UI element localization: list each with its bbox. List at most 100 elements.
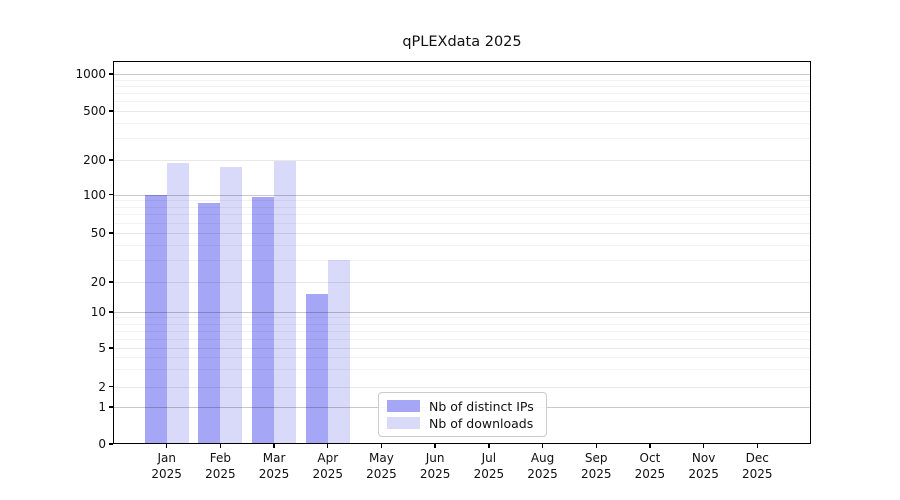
x-tick-month: Feb <box>209 451 231 465</box>
x-tick-month: Dec <box>745 451 769 465</box>
y-tick-label: 100 <box>83 187 106 202</box>
gridline-minor <box>113 122 811 124</box>
y-tick-label: 0 <box>98 437 106 451</box>
x-tick-month: May <box>369 451 394 465</box>
gridline-minor <box>113 222 811 224</box>
y-tick-mark <box>109 311 113 313</box>
y-tick-label: 500 <box>83 104 106 118</box>
x-tick-month: Nov <box>691 451 716 465</box>
x-tick-mark <box>327 444 329 448</box>
x-tick-year: 2025 <box>366 466 397 481</box>
gridline-100 <box>113 194 811 196</box>
x-tick-label: Jun 2025 <box>407 451 463 482</box>
x-tick-year: 2025 <box>473 466 505 481</box>
gridline-minor <box>113 79 811 81</box>
x-tick-mark <box>541 444 544 448</box>
bar-distinct-ips-jan <box>144 194 167 444</box>
gridline-2 <box>113 386 811 388</box>
y-tick-mark <box>109 406 113 408</box>
legend-swatch-distinct-ips <box>387 400 420 412</box>
x-tick-label: Dec 2025 <box>729 451 785 482</box>
x-tick-year: 2025 <box>688 466 719 481</box>
y-tick-mark <box>109 193 113 196</box>
x-tick-mark <box>273 444 275 448</box>
gridline-200 <box>113 160 811 161</box>
y-tick-label: 2 <box>98 379 106 394</box>
x-tick-mark <box>219 444 222 448</box>
gridline-20 <box>113 282 811 283</box>
y-tick-mark <box>109 159 113 161</box>
gridline-minor <box>113 357 811 359</box>
y-tick-label: 1 <box>98 400 106 414</box>
x-tick-label: May 2025 <box>353 451 409 482</box>
gridline-500 <box>113 111 811 112</box>
gridline-minor <box>113 330 811 332</box>
gridline-1000 <box>113 74 811 75</box>
gridline-50 <box>113 233 811 234</box>
bar-downloads-mar <box>274 161 297 444</box>
x-tick-year: 2025 <box>151 466 182 481</box>
y-tick-label: 10 <box>90 305 106 319</box>
x-tick-year: 2025 <box>634 466 666 481</box>
legend-label-downloads: Nb of downloads <box>429 415 534 431</box>
gridline-minor <box>113 244 811 246</box>
bar-distinct-ips-mar <box>252 197 275 444</box>
x-tick-label: Sep 2025 <box>568 451 624 482</box>
bar-downloads-feb <box>220 167 243 444</box>
y-tick-mark <box>109 232 113 234</box>
x-tick-month: Sep <box>584 451 608 465</box>
x-tick-mark <box>756 444 758 448</box>
gridline-10 <box>113 312 811 313</box>
x-tick-year: 2025 <box>580 466 612 481</box>
x-tick-year: 2025 <box>312 466 344 481</box>
y-tick-mark <box>109 443 113 445</box>
x-tick-label: Feb 2025 <box>192 451 248 482</box>
legend-label-distinct-ips: Nb of distinct IPs <box>429 398 534 414</box>
x-tick-label: Apr 2025 <box>300 451 356 482</box>
y-tick-mark <box>109 347 113 349</box>
x-tick-mark <box>702 444 705 448</box>
x-tick-year: 2025 <box>742 466 773 481</box>
gridline-5 <box>113 348 811 349</box>
gridline-minor <box>113 206 811 208</box>
y-tick-mark <box>109 73 113 75</box>
legend: Nb of distinct IPs Nb of downloads <box>378 392 547 437</box>
x-tick-mark <box>380 444 383 448</box>
x-tick-month: Aug <box>530 451 555 465</box>
x-tick-label: Mar 2025 <box>246 451 302 482</box>
y-tick-label: 1000 <box>75 67 106 81</box>
x-tick-label: Jan 2025 <box>139 451 195 482</box>
legend-entry: Nb of distinct IPs <box>387 398 538 414</box>
x-tick-year: 2025 <box>258 466 290 481</box>
gridline-minor <box>113 260 811 262</box>
gridline-minor <box>113 200 811 202</box>
x-tick-year: 2025 <box>419 466 451 481</box>
gridline-minor <box>113 317 811 319</box>
x-tick-label: Jul 2025 <box>461 451 517 482</box>
bar-downloads-jan <box>166 162 189 444</box>
y-tick-mark <box>109 281 113 283</box>
x-tick-mark <box>488 444 490 448</box>
x-tick-label: Aug 2025 <box>515 451 571 482</box>
x-tick-mark <box>434 444 436 448</box>
gridline-minor <box>113 338 811 340</box>
gridline-minor <box>113 101 811 103</box>
legend-swatch-downloads <box>387 417 420 429</box>
y-tick-mark <box>109 110 113 112</box>
plot-area <box>113 61 811 444</box>
x-tick-mark <box>649 444 651 448</box>
gridline-minor <box>113 138 811 140</box>
gridline-minor <box>113 214 811 216</box>
chart-title: qPLEXdata 2025 <box>402 34 522 50</box>
x-tick-year: 2025 <box>205 466 236 481</box>
x-tick-month: Jan <box>157 451 176 465</box>
x-tick-month: Apr <box>317 451 339 465</box>
bar-downloads-apr <box>327 260 350 444</box>
x-tick-year: 2025 <box>527 466 558 481</box>
x-tick-label: Nov 2025 <box>676 451 732 482</box>
x-tick-mark <box>165 444 168 448</box>
y-tick-label: 200 <box>83 153 106 167</box>
x-tick-label: Oct 2025 <box>622 451 678 482</box>
y-tick-label: 20 <box>90 275 106 289</box>
